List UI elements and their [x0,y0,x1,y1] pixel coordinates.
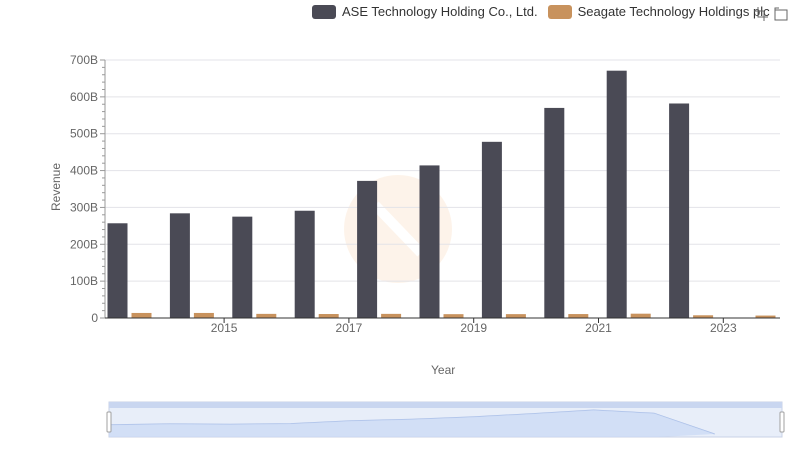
bar-ase[interactable] [294,210,315,318]
zoom-preview-area [109,410,715,437]
x-tick-label: 2019 [460,321,487,335]
x-axis: 2015 2017 2019 2021 2023 [105,317,780,335]
zoom-icon[interactable] [754,7,768,21]
legend-swatch-ase [312,4,336,19]
bar-seagate[interactable] [318,314,339,318]
legend-label-seagate: Seagate Technology Holdings plc [577,4,770,19]
bar-ase[interactable] [606,70,627,318]
zoom-handle-left[interactable] [106,411,112,433]
bar-ase[interactable] [107,223,128,318]
bar-ase[interactable] [232,216,253,318]
bar-seagate[interactable] [381,313,402,318]
legend-swatch-seagate [547,4,572,19]
bar-seagate[interactable] [443,314,464,318]
legend-label-ase: ASE Technology Holding Co., Ltd. [342,4,538,19]
bar-seagate[interactable] [256,313,277,318]
grid-lines [105,59,780,282]
x-tick-label: 2015 [211,321,238,335]
y-tick-label: 500B [70,127,98,141]
bar-seagate[interactable] [131,312,152,318]
y-tick-label: 300B [70,200,98,214]
zoom-move-handle[interactable] [109,402,782,408]
zoom-handle-right[interactable] [779,411,785,433]
restore-icon[interactable] [774,7,788,21]
bar-seagate[interactable] [630,313,651,318]
data-zoom-slider[interactable] [106,401,785,438]
bar-seagate[interactable] [193,312,214,318]
bar-ase[interactable] [419,165,440,318]
chart-toolbox [748,7,788,21]
legend-item-seagate[interactable]: Seagate Technology Holdings plc [547,4,770,19]
y-axis: 0 100B 200B 300B 400B 500B 600B 700B [70,53,106,325]
y-tick-label: 700B [70,53,98,67]
x-tick-label: 2017 [336,321,363,335]
legend-item-ase[interactable]: ASE Technology Holding Co., Ltd. [312,4,538,19]
bar-ase[interactable] [669,103,690,319]
y-tick-label: 100B [70,274,98,288]
x-tick-label: 2023 [710,321,737,335]
bar-ase[interactable] [169,213,190,318]
y-tick-label: 600B [70,90,98,104]
bar-seagate[interactable] [693,315,714,318]
bar-seagate[interactable] [755,315,776,318]
bar-seagate[interactable] [505,314,526,318]
bar-ase[interactable] [544,107,565,319]
bar-series [107,70,776,319]
x-axis-title: Year [431,363,456,377]
y-tick-label: 400B [70,164,98,178]
bar-seagate[interactable] [568,314,589,318]
bar-ase[interactable] [357,180,378,318]
bar-ase[interactable] [481,141,502,318]
y-tick-label: 0 [91,311,98,325]
y-tick-label: 200B [70,237,98,251]
x-tick-label: 2021 [585,321,612,335]
chart-legend: ASE Technology Holding Co., Ltd. Seagate… [312,4,780,19]
